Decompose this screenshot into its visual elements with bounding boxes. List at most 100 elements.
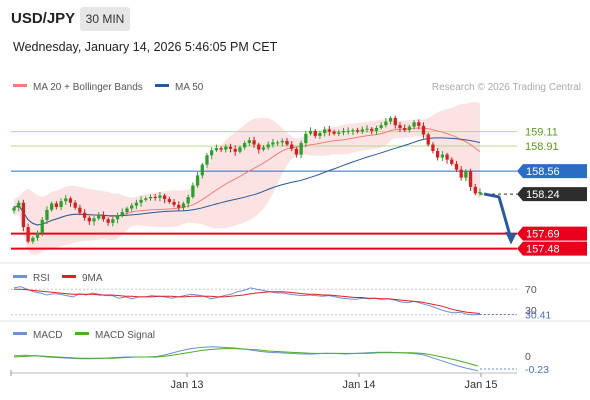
candle-body — [31, 237, 35, 242]
candle-body — [195, 175, 200, 186]
price-panel: 159.11 158.91 158.56 158.24 157.69 157.48 — [11, 102, 587, 256]
rsi-ma-legend-swatch — [62, 275, 76, 278]
candle-body — [12, 207, 16, 211]
candle-body — [266, 144, 270, 148]
candle-body — [275, 142, 280, 144]
candle-body — [374, 128, 379, 131]
candle-body — [431, 144, 435, 151]
candle-body — [290, 144, 294, 149]
candle-body — [247, 140, 252, 144]
time-axis-label: Jan 14 — [342, 379, 375, 391]
ma50-line — [13, 137, 481, 226]
last-price-tag — [517, 187, 587, 202]
candle-body — [285, 140, 289, 145]
candle-body — [21, 202, 26, 228]
support-label: 157.69 — [526, 229, 560, 241]
candle-body — [191, 185, 195, 197]
candle-body — [214, 148, 219, 151]
candle-body — [172, 201, 176, 205]
candle-body — [233, 148, 237, 152]
candle-body — [186, 196, 190, 204]
rsi-line — [13, 286, 481, 316]
candle-body — [162, 195, 167, 200]
candle-body — [50, 203, 54, 210]
candle-body — [468, 171, 473, 187]
candle-body — [205, 155, 209, 165]
support-tag — [517, 241, 587, 256]
candle-body — [417, 122, 421, 126]
candle-body — [224, 146, 228, 150]
support-label: 157.48 — [526, 244, 560, 256]
candle-body — [210, 150, 214, 156]
candle-body — [200, 164, 204, 176]
rsi-last-label: 30.41 — [525, 310, 551, 322]
candle-body — [384, 121, 388, 126]
candle-body — [167, 199, 171, 202]
candle-body — [158, 195, 162, 198]
candle-body — [360, 129, 364, 132]
rsi-ma-legend-label: 9MA — [82, 273, 103, 284]
rsi-legend-label: RSI — [33, 273, 50, 284]
macd-last-label: -0.23 — [525, 364, 549, 376]
ma50-legend-label: MA 50 — [175, 82, 204, 93]
candle-body — [355, 130, 360, 132]
macd-signal-line — [13, 348, 479, 367]
candle-body — [78, 207, 82, 213]
candle-body — [97, 214, 101, 219]
candle-body — [313, 130, 317, 136]
ma50-legend-swatch — [155, 84, 169, 87]
candle-body — [407, 126, 412, 131]
candle-body — [327, 129, 332, 132]
candle-body — [271, 142, 275, 145]
macd-panel: 0-0.23 — [13, 346, 549, 376]
timeframe-badge[interactable]: 30 MIN — [80, 7, 130, 31]
candle-body — [111, 219, 115, 223]
candle-body — [59, 201, 63, 208]
candle-body — [54, 203, 59, 208]
macd-signal-legend-label: MACD Signal — [95, 330, 155, 341]
candle-body — [139, 199, 143, 203]
rsi-level-label: 70 — [525, 284, 537, 296]
macd-zero-label: 0 — [525, 351, 531, 363]
candle-body — [450, 159, 454, 164]
candle-body — [252, 140, 256, 145]
candle-body — [346, 130, 350, 132]
candle-body — [148, 196, 153, 199]
candle-body — [26, 227, 30, 242]
candle-body — [426, 134, 430, 145]
forecast-arrow — [483, 192, 512, 236]
candle-body — [304, 133, 308, 144]
candle-body — [379, 125, 383, 129]
candle-body — [341, 130, 346, 133]
candle-body — [294, 148, 299, 155]
macd-line — [13, 346, 479, 372]
candle-body — [261, 147, 266, 150]
bollinger-band — [14, 102, 480, 255]
rsi-legend-swatch — [13, 275, 27, 278]
ma20-legend-label: MA 20 + Bollinger Bands — [33, 82, 143, 93]
candle-body — [473, 186, 477, 194]
macd-signal-legend-swatch — [75, 332, 89, 335]
candle-body — [120, 212, 124, 216]
candle-body — [445, 154, 449, 160]
ma20-legend-swatch — [13, 84, 27, 87]
candle-body — [228, 146, 233, 149]
forecast-arrow-head — [505, 231, 516, 245]
candle-body — [106, 219, 110, 223]
macd-legend-swatch — [13, 332, 27, 335]
candle-body — [144, 198, 148, 200]
support-tag — [517, 226, 587, 241]
candle-body — [403, 128, 407, 131]
last-price-label: 158.24 — [526, 189, 560, 201]
candle-body — [238, 147, 242, 152]
macd-legend-label: MACD — [33, 330, 62, 341]
time-axis-ticks: Jan 13 Jan 14 Jan 15 — [10, 370, 498, 391]
rsi-ma-line — [14, 288, 481, 314]
candle-body — [115, 215, 120, 220]
candle-body — [337, 132, 341, 134]
candle-body — [299, 143, 303, 155]
candle-body — [17, 202, 21, 208]
candle-body — [101, 214, 106, 220]
